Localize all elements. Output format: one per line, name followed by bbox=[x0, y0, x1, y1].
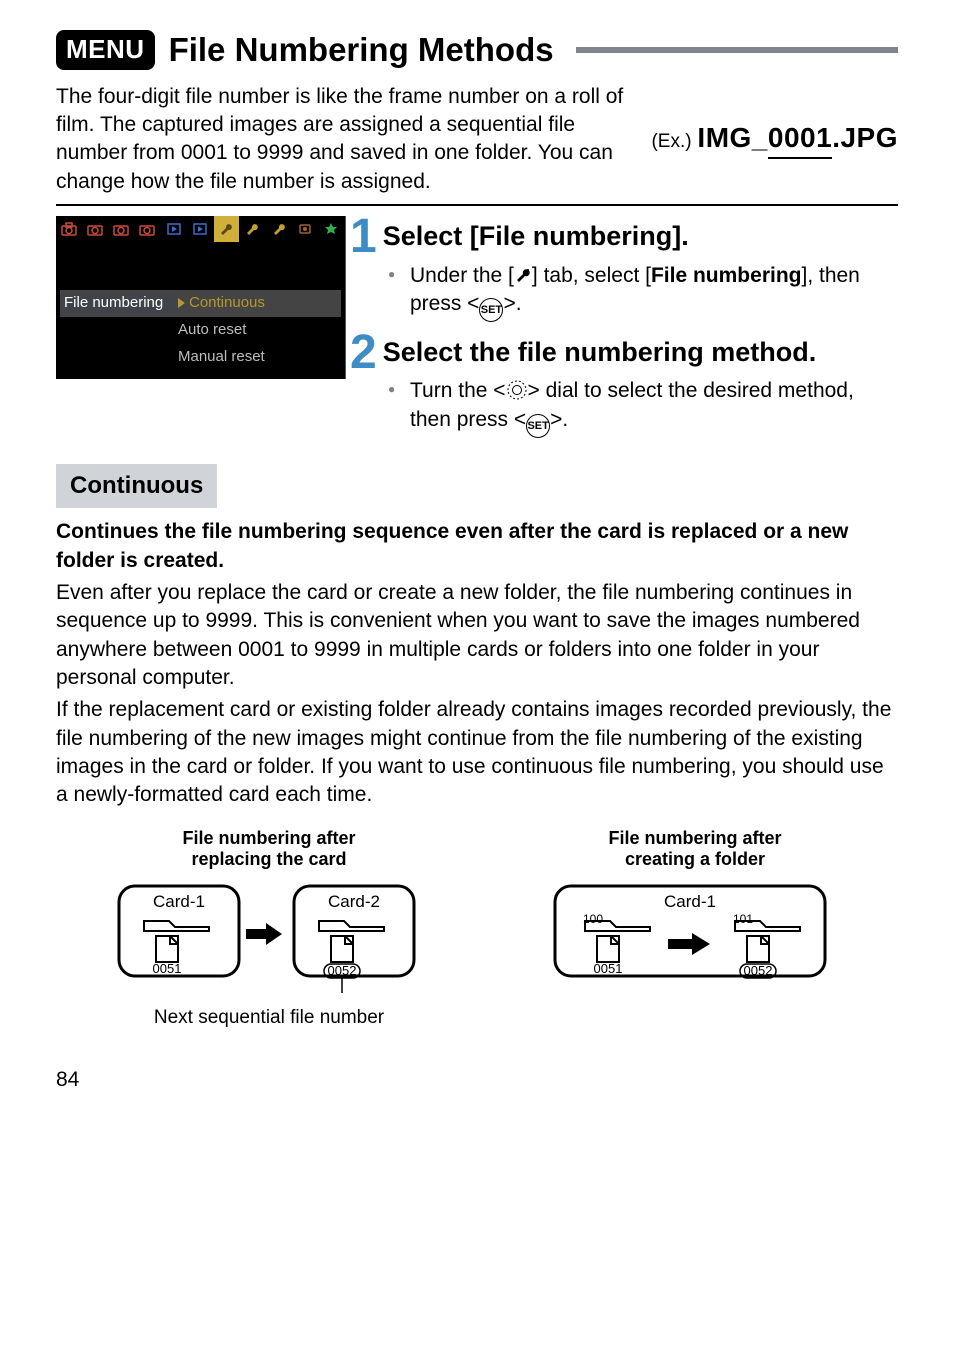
card1-label: Card-1 bbox=[153, 892, 205, 911]
page-number: 84 bbox=[56, 1066, 898, 1094]
card1-num: 0051 bbox=[153, 961, 182, 976]
tab-camera-icon bbox=[109, 216, 135, 242]
set-button-icon: SET bbox=[479, 298, 503, 322]
example-filename-block: (Ex.) IMG_0001.JPG bbox=[651, 119, 898, 159]
menu-option-manual-reset: Manual reset bbox=[178, 347, 265, 367]
tab-camera-icon: : bbox=[82, 216, 108, 242]
intro-text: The four-digit file number is like the f… bbox=[56, 83, 633, 196]
camera-menu-spacer bbox=[56, 242, 345, 288]
continuous-para-2: If the replacement card or existing fold… bbox=[56, 696, 898, 809]
diagram-caption: Next sequential file number bbox=[114, 1005, 424, 1031]
menu-row-file-numbering: File numbering Continuous bbox=[60, 290, 341, 317]
bullet-text: >. bbox=[503, 292, 521, 315]
step-title: Select the file numbering method. bbox=[383, 334, 817, 370]
step-number: 2 bbox=[350, 330, 377, 376]
diagrams-row: File numbering after replacing the card … bbox=[56, 828, 898, 1031]
continuous-para-1: Even after you replace the card or creat… bbox=[56, 579, 898, 692]
step-title: Select [File numbering]. bbox=[383, 218, 689, 254]
heading-title: File Numbering Methods bbox=[169, 28, 554, 73]
tab-wrench-icon-selected bbox=[214, 216, 240, 242]
step-1-head: 1 Select [File numbering]. bbox=[350, 216, 898, 260]
tab-wrench-icon bbox=[240, 216, 266, 242]
bullet-text: Under the [ bbox=[410, 264, 514, 287]
diagram-replacing-card: File numbering after replacing the card … bbox=[114, 828, 424, 1031]
menu-option-label: Continuous bbox=[189, 293, 265, 313]
page-heading: MENU File Numbering Methods bbox=[56, 28, 898, 73]
menu-option-auto-reset: Auto reset bbox=[178, 320, 246, 340]
card-label: Card-1 bbox=[664, 892, 716, 911]
diagram-title: File numbering after replacing the card bbox=[114, 828, 424, 871]
camera-menu-screenshot: : bbox=[56, 216, 346, 379]
diagram-creating-folder: File numbering after creating a folder C… bbox=[550, 828, 840, 1031]
step-2-head: 2 Select the file numbering method. bbox=[350, 332, 898, 376]
example-filename: IMG_0001.JPG bbox=[697, 122, 898, 153]
step-1-body: Under the [ ] tab, select [File numbering… bbox=[388, 262, 898, 322]
card2-label: Card-2 bbox=[328, 892, 380, 911]
steps-content: 1 Select [File numbering]. Under the [ ] … bbox=[346, 216, 898, 438]
diagram-svg: Card-1 0051 Card-2 0052 bbox=[114, 881, 424, 1001]
dial-icon bbox=[506, 379, 528, 402]
tab-play-icon bbox=[187, 216, 213, 242]
step-bullet: Under the [ ] tab, select [File numbering… bbox=[388, 262, 898, 322]
menu-option-continuous: Continuous bbox=[178, 293, 265, 313]
tab-custom-icon bbox=[292, 216, 318, 242]
bullet-text: >. bbox=[550, 408, 568, 431]
set-button-icon: SET bbox=[526, 414, 550, 438]
tab-star-icon bbox=[319, 216, 345, 242]
tab-camera-icon bbox=[56, 216, 82, 242]
heading-rule bbox=[576, 47, 898, 53]
folder1-num: 100 bbox=[583, 912, 603, 926]
tab-wrench-icon bbox=[266, 216, 292, 242]
continuous-tag: Continuous bbox=[56, 464, 217, 508]
step-2-body: Turn the <> dial to select the desired m… bbox=[388, 377, 898, 437]
step-bullet: Turn the <> dial to select the desired m… bbox=[388, 377, 898, 437]
example-suffix: .JPG bbox=[832, 122, 898, 153]
triangle-right-icon bbox=[178, 298, 185, 308]
continuous-bold-para: Continues the file numbering sequence ev… bbox=[56, 518, 898, 575]
step-number: 1 bbox=[350, 214, 377, 260]
bullet-text: Turn the < bbox=[410, 379, 506, 402]
camera-menu-body: File numbering Continuous Auto reset Man… bbox=[56, 288, 345, 379]
steps-block: : bbox=[56, 216, 898, 438]
example-prefix: IMG_ bbox=[697, 122, 767, 153]
tab-play-icon bbox=[161, 216, 187, 242]
file1-num: 0051 bbox=[594, 961, 623, 976]
bullet-bold: File numbering bbox=[651, 264, 802, 287]
camera-menu: : bbox=[56, 216, 346, 379]
diagram-svg: Card-1 100 0051 101 0052 bbox=[550, 881, 840, 1001]
menu-row-option: Auto reset bbox=[60, 317, 341, 344]
bullet-text: ] tab, select [ bbox=[532, 264, 651, 287]
file2-num: 0052 bbox=[744, 963, 773, 978]
folder2-num: 101 bbox=[733, 912, 753, 926]
camera-tab-strip: : bbox=[56, 216, 345, 242]
example-number: 0001 bbox=[768, 119, 832, 159]
diagram-title: File numbering after creating a folder bbox=[550, 828, 840, 871]
example-label: (Ex.) bbox=[651, 131, 691, 152]
card2-num: 0052 bbox=[328, 963, 357, 978]
menu-row-option: Manual reset bbox=[60, 344, 341, 371]
intro-row: The four-digit file number is like the f… bbox=[56, 83, 898, 196]
tab-camera-icon bbox=[135, 216, 161, 242]
wrench-icon bbox=[514, 264, 532, 287]
section-rule bbox=[56, 204, 898, 206]
menu-badge: MENU bbox=[56, 30, 155, 70]
menu-row-label: File numbering bbox=[60, 293, 178, 313]
